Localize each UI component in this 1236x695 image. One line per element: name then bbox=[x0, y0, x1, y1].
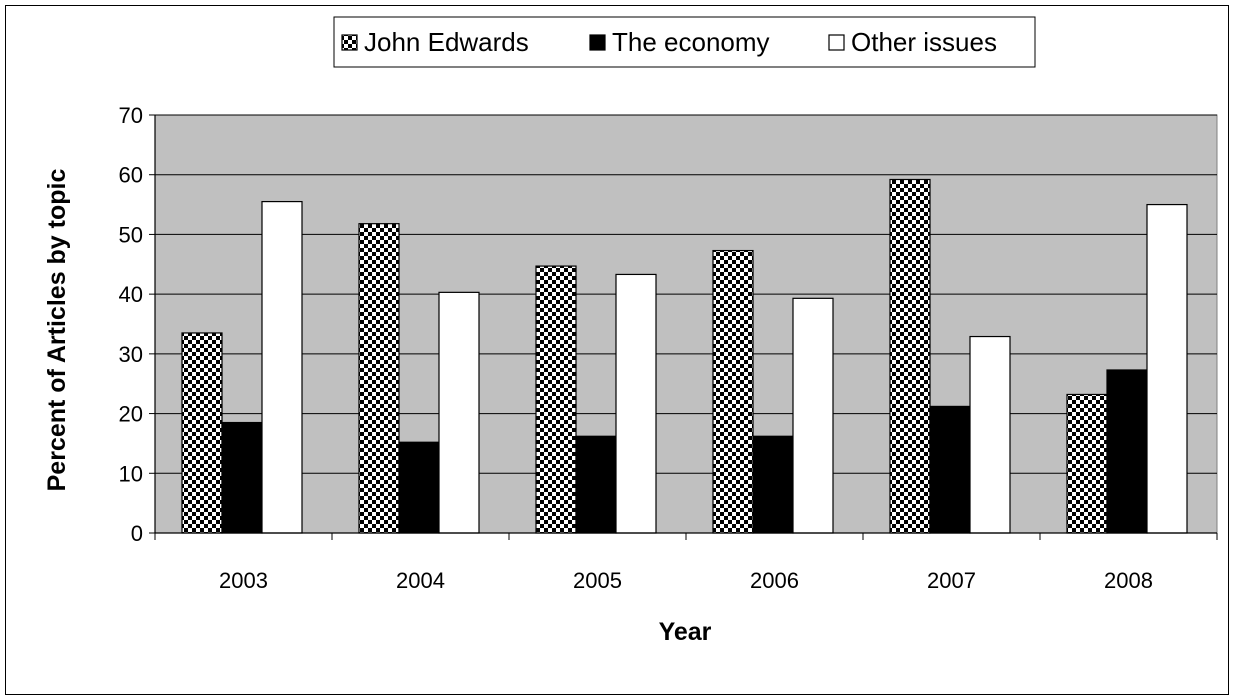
bars bbox=[181, 178, 1188, 534]
legend-label: The economy bbox=[612, 27, 770, 57]
x-tick-label: 2007 bbox=[927, 568, 976, 593]
legend-marker bbox=[341, 34, 358, 51]
x-tick-label: 2003 bbox=[219, 568, 268, 593]
y-tick-label: 70 bbox=[119, 103, 143, 128]
y-tick-label: 20 bbox=[119, 402, 143, 427]
y-tick-label: 10 bbox=[119, 461, 143, 486]
bar-other-issues bbox=[969, 335, 1011, 534]
legend-label: John Edwards bbox=[364, 27, 529, 57]
y-tick-label: 40 bbox=[119, 282, 143, 307]
plot-area bbox=[154, 114, 1218, 534]
bar-the-economy bbox=[221, 421, 263, 534]
bar-john-edwards bbox=[889, 178, 931, 534]
bar-john-edwards bbox=[712, 249, 754, 534]
legend: John Edwards The economy Other issues bbox=[333, 16, 1036, 68]
x-tick-label: 2004 bbox=[396, 568, 445, 593]
legend-box bbox=[333, 16, 1036, 68]
y-tick-label: 30 bbox=[119, 342, 143, 367]
y-tick-label: 50 bbox=[119, 222, 143, 247]
legend-marker bbox=[589, 34, 606, 51]
bar-other-issues bbox=[1146, 203, 1188, 534]
axes bbox=[149, 114, 1218, 540]
bar-the-economy bbox=[929, 405, 971, 534]
bar-john-edwards bbox=[1066, 393, 1108, 534]
bar-john-edwards bbox=[181, 332, 223, 534]
x-axis-title: Year bbox=[659, 618, 712, 646]
bar-the-economy bbox=[1106, 369, 1148, 534]
bar-john-edwards bbox=[535, 265, 577, 534]
y-tick-label: 0 bbox=[131, 521, 143, 546]
bar-the-economy bbox=[398, 441, 440, 534]
legend-label: Other issues bbox=[851, 27, 997, 57]
x-tick-labels: 2003 2004 2005 2006 2007 2008 bbox=[219, 568, 1153, 593]
bar-john-edwards bbox=[358, 223, 400, 534]
x-tick-label: 2006 bbox=[750, 568, 799, 593]
bar-other-issues bbox=[615, 273, 657, 534]
y-tick-label: 60 bbox=[119, 163, 143, 188]
bar-other-issues bbox=[792, 297, 834, 534]
legend-marker bbox=[828, 34, 845, 51]
y-tick-labels: 0 10 20 30 40 50 60 70 bbox=[119, 103, 143, 546]
bar-other-issues bbox=[261, 200, 303, 534]
y-axis-title: Percent of Articles by topic bbox=[43, 169, 71, 492]
gridlines bbox=[155, 114, 1217, 474]
x-tick-label: 2008 bbox=[1104, 568, 1153, 593]
bar-other-issues bbox=[438, 291, 480, 534]
x-tick-label: 2005 bbox=[573, 568, 622, 593]
bar-the-economy bbox=[752, 435, 794, 534]
bar-the-economy bbox=[575, 435, 617, 534]
